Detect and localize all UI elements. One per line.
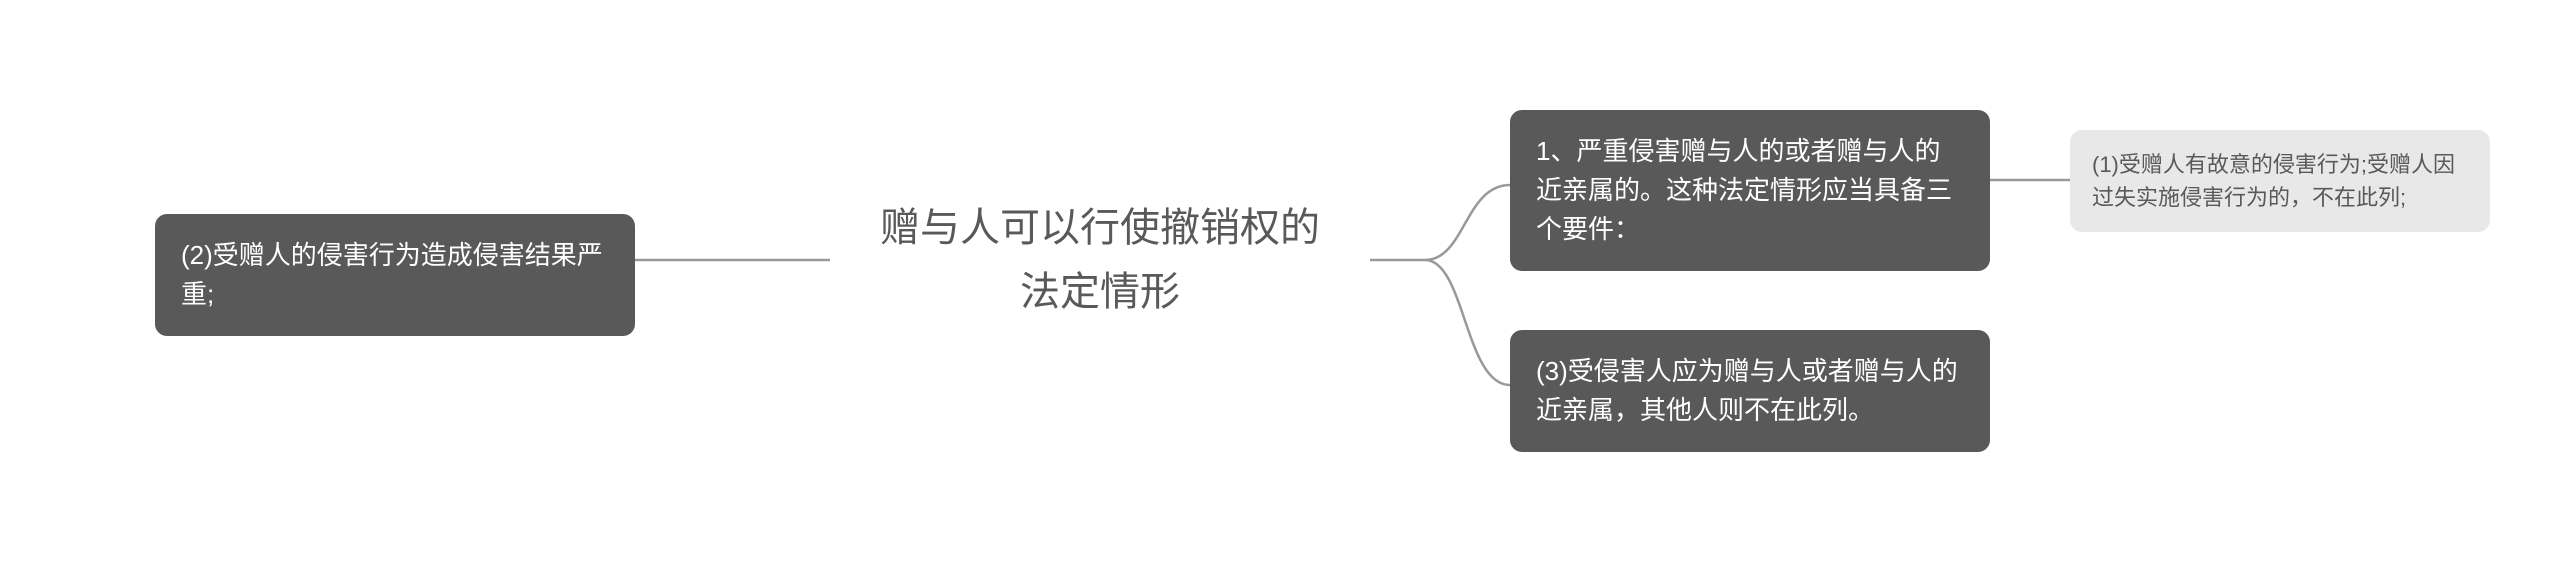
connector-center-left1 <box>635 260 830 280</box>
mindmap-right-node-2: (3)受侵害人应为赠与人或者赠与人的近亲属，其他人则不在此列。 <box>1510 330 1990 452</box>
connector-right1-right1a <box>1990 175 2070 195</box>
mindmap-left-node-1: (2)受赠人的侵害行为造成侵害结果严重; <box>155 214 635 336</box>
connector-center-right-bracket <box>1370 175 1510 395</box>
mindmap-center-node: 赠与人可以行使撤销权的 法定情形 <box>830 195 1370 325</box>
mindmap-right-subnode-1a: (1)受赠人有故意的侵害行为;受赠人因过失实施侵害行为的，不在此列; <box>2070 130 2490 232</box>
mindmap-right-node-1: 1、严重侵害赠与人的或者赠与人的近亲属的。这种法定情形应当具备三个要件： <box>1510 110 1990 271</box>
